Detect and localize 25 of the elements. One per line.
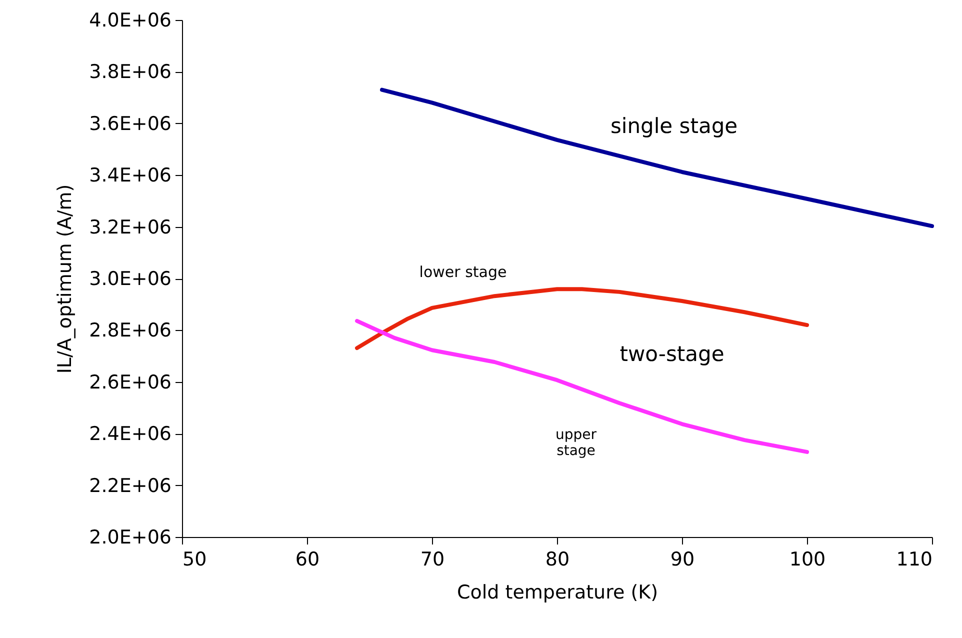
annotation: upper stage: [555, 427, 597, 459]
line-series: [380, 88, 934, 228]
y-tick-label: 3.0E+06: [89, 268, 172, 290]
annotation: lower stage: [419, 263, 507, 281]
y-axis-title: IL/A_optimum (A/m): [54, 184, 76, 374]
x-tick-label: 110: [896, 548, 932, 570]
x-axis-title: Cold temperature (K): [456, 582, 658, 604]
y-tick-label: 2.4E+06: [89, 423, 172, 446]
x-tick-label: 100: [789, 548, 826, 570]
annotation: single stage: [610, 114, 738, 138]
x-tick-label: 80: [545, 548, 570, 570]
y-tick-label: 3.4E+06: [89, 164, 172, 187]
y-tick-label: 2.2E+06: [89, 474, 172, 497]
annotation: two-stage: [620, 342, 724, 366]
y-tick-label: 2.6E+06: [89, 371, 172, 394]
y-tick-label: 2.0E+06: [89, 526, 172, 548]
y-tick-label: 3.6E+06: [89, 112, 172, 135]
y-tick-label: 2.8E+06: [89, 320, 172, 342]
y-tick-label: 3.2E+06: [89, 216, 172, 238]
x-tick-label: 90: [670, 548, 695, 570]
x-tick-label: 70: [420, 548, 445, 570]
x-tick-label: 60: [295, 548, 320, 570]
y-tick-label: 3.8E+06: [89, 61, 172, 84]
y-tick-label: 4.0E+06: [89, 10, 172, 32]
x-tick-label: 50: [182, 548, 207, 570]
